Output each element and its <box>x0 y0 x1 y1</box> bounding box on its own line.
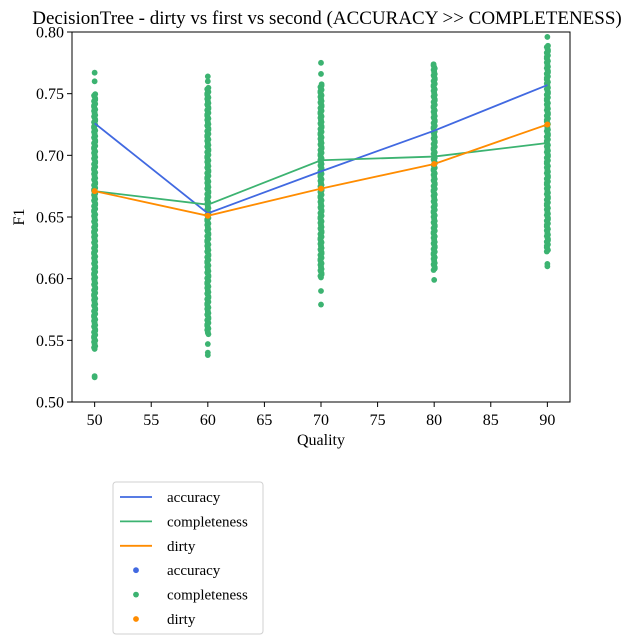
dirty-point <box>431 160 438 167</box>
legend-box <box>112 481 264 635</box>
x-tick-label: 50 <box>87 412 103 429</box>
y-tick-label: 0.70 <box>36 148 64 165</box>
x-tick-label: 80 <box>426 412 442 429</box>
legend-label: completeness <box>167 588 248 604</box>
legend-dot-swatch <box>133 591 139 598</box>
accuracy-line <box>94 84 548 215</box>
completeness-point <box>545 42 551 49</box>
y-tick-label: 0.50 <box>36 395 64 412</box>
legend-label: accuracy <box>167 563 221 579</box>
completeness-point <box>318 288 324 294</box>
completeness-point <box>430 61 437 68</box>
completeness-point <box>91 69 98 76</box>
completeness-point <box>204 73 211 80</box>
x-tick-label: 70 <box>313 412 329 429</box>
x-tick-label: 65 <box>256 412 272 429</box>
x-tick-label: 60 <box>200 412 216 429</box>
completeness-point <box>204 341 211 347</box>
completeness-point <box>204 78 211 85</box>
legend-dot-swatch <box>133 616 139 622</box>
legend: accuracy completeness dirty accuracy complet… <box>112 481 264 635</box>
legend-dot-swatch <box>133 567 139 574</box>
dirty-point <box>318 185 324 192</box>
completeness-point <box>318 59 324 66</box>
x-tick-label: 85 <box>483 412 499 429</box>
dirty-point <box>91 188 98 195</box>
completeness-point <box>431 277 438 283</box>
completeness-point <box>544 34 551 40</box>
completeness-point <box>318 71 324 77</box>
dirty-point <box>544 121 551 128</box>
y-tick-label: 0.80 <box>36 25 64 42</box>
legend-label: accuracy <box>167 490 221 506</box>
completeness-point <box>205 84 212 91</box>
y-axis-label: F1 <box>11 209 28 226</box>
y-tick-label: 0.75 <box>36 86 64 103</box>
chart-title: DecisionTree - dirty vs first vs second … <box>32 8 621 29</box>
completeness-point <box>91 78 98 85</box>
legend-label: dirty <box>167 612 196 628</box>
completeness-point <box>92 91 99 98</box>
x-tick-label: 55 <box>143 412 159 429</box>
completeness-point <box>204 349 211 356</box>
completeness-point <box>318 81 325 88</box>
completeness-point <box>544 260 551 267</box>
completeness-line <box>94 142 548 206</box>
legend-label: dirty <box>167 539 196 555</box>
x-tick-label: 90 <box>539 412 555 429</box>
y-tick-label: 0.55 <box>36 333 64 350</box>
x-axis-label: Quality <box>297 432 345 449</box>
dirty-point <box>204 212 211 219</box>
y-tick-label: 0.60 <box>36 271 64 288</box>
x-tick-label: 75 <box>370 412 386 429</box>
completeness-point <box>91 373 98 379</box>
completeness-point <box>318 301 324 308</box>
legend-label: completeness <box>167 514 248 530</box>
y-tick-label: 0.65 <box>36 210 64 227</box>
